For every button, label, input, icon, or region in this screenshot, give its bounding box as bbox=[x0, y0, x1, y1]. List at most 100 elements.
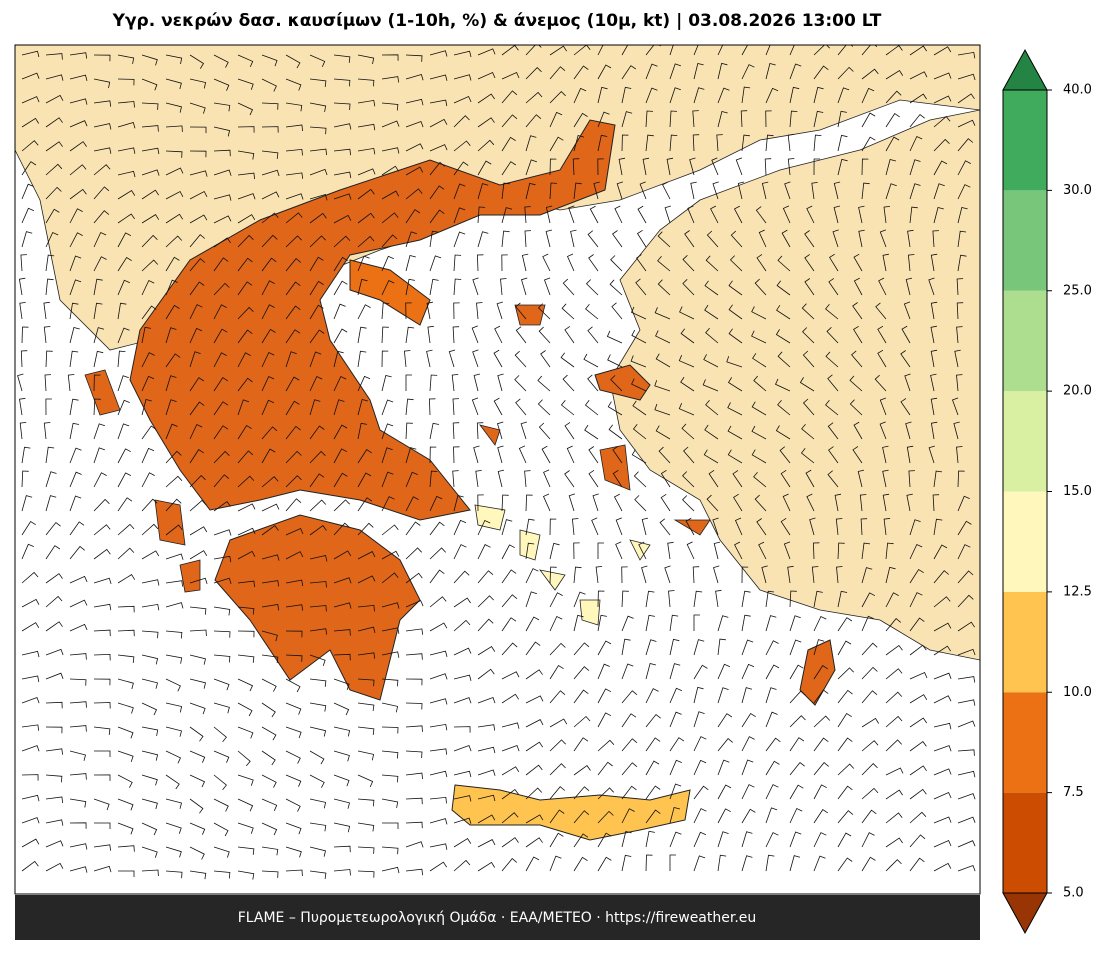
wind-barb bbox=[165, 475, 183, 488]
wind-barb bbox=[309, 399, 321, 416]
wind-barb bbox=[849, 399, 863, 416]
wind-barb bbox=[165, 304, 180, 320]
wind-barb bbox=[930, 349, 938, 368]
wind-barb bbox=[514, 350, 527, 368]
wind-barb bbox=[852, 446, 863, 464]
wind-barb bbox=[357, 726, 375, 735]
wind-barb bbox=[453, 570, 470, 584]
wind-barb bbox=[813, 832, 827, 848]
wind-barb bbox=[453, 544, 467, 560]
wind-barb bbox=[117, 497, 133, 512]
wind-barb bbox=[597, 134, 608, 152]
wind-barb bbox=[607, 401, 623, 416]
wind-barb bbox=[957, 864, 976, 872]
wind-barb bbox=[885, 715, 903, 728]
colorbar-tick-label: 10.0 bbox=[1063, 685, 1092, 700]
wind-barb bbox=[381, 702, 399, 713]
wind-barb bbox=[957, 648, 976, 656]
wind-barb bbox=[381, 627, 400, 634]
wind-barb bbox=[906, 493, 913, 512]
wind-barb bbox=[957, 184, 971, 200]
wind-barb bbox=[909, 45, 928, 56]
wind-barb bbox=[874, 374, 887, 392]
wind-barb bbox=[237, 54, 254, 68]
wind-barb bbox=[117, 189, 136, 200]
map bbox=[14, 44, 981, 895]
wind-barb bbox=[693, 785, 709, 800]
wind-barb bbox=[909, 159, 921, 176]
wind-barb bbox=[117, 750, 134, 763]
wind-barb bbox=[189, 78, 207, 89]
wind-barb bbox=[543, 277, 551, 296]
wind-barb bbox=[453, 254, 462, 272]
wind-barb bbox=[585, 303, 599, 320]
wind-barb bbox=[405, 398, 414, 416]
wind-barb bbox=[165, 375, 177, 392]
wind-barb bbox=[213, 194, 232, 201]
wind-barb bbox=[813, 665, 828, 680]
wind-barb bbox=[693, 45, 699, 56]
wind-barb bbox=[789, 639, 802, 656]
wind-barb bbox=[549, 136, 564, 152]
wind-barb bbox=[381, 846, 399, 855]
wind-barb bbox=[429, 569, 445, 584]
wind-barb bbox=[525, 591, 538, 608]
wind-barb bbox=[591, 517, 599, 536]
wind-barb bbox=[357, 212, 375, 224]
wind-barb bbox=[761, 565, 768, 584]
wind-barb bbox=[448, 349, 456, 368]
wind-barb bbox=[524, 230, 532, 248]
wind-barb bbox=[117, 774, 133, 788]
wind-barb bbox=[333, 678, 350, 691]
wind-barb bbox=[501, 519, 513, 536]
wind-barb bbox=[45, 621, 63, 632]
wind-barb bbox=[237, 846, 255, 855]
wind-barb bbox=[333, 280, 348, 296]
wind-barb bbox=[717, 45, 724, 56]
wind-barb bbox=[117, 472, 132, 488]
wind-barb bbox=[237, 702, 253, 717]
wind-barb bbox=[213, 870, 231, 879]
wind-barb bbox=[93, 210, 110, 224]
wind-barb bbox=[189, 846, 205, 860]
wind-barb bbox=[685, 517, 695, 536]
wind-barb bbox=[669, 110, 678, 128]
wind-barb bbox=[333, 193, 352, 200]
wind-barb bbox=[957, 520, 972, 536]
wind-barb bbox=[909, 206, 918, 224]
wind-barb bbox=[679, 306, 695, 320]
wind-barb bbox=[333, 123, 352, 130]
wind-barb bbox=[473, 445, 480, 464]
wind-barb bbox=[357, 399, 369, 416]
wind-barb bbox=[21, 207, 35, 224]
wind-barb bbox=[165, 78, 182, 90]
wind-barb bbox=[213, 702, 230, 714]
wind-barb bbox=[933, 816, 952, 824]
wind-barb bbox=[357, 522, 374, 536]
wind-barb bbox=[213, 774, 227, 791]
wind-barb bbox=[381, 602, 400, 609]
wind-barb bbox=[19, 422, 27, 440]
wind-barb bbox=[453, 495, 464, 512]
wind-barb bbox=[261, 126, 279, 133]
wind-barb bbox=[237, 678, 254, 692]
wind-barb bbox=[632, 424, 647, 440]
wind-barb bbox=[669, 807, 681, 824]
wind-barb bbox=[703, 354, 719, 368]
wind-barb bbox=[572, 158, 580, 176]
wind-barb bbox=[93, 147, 112, 154]
wind-barb bbox=[853, 253, 863, 272]
wind-barb bbox=[957, 621, 975, 632]
wind-barb bbox=[426, 349, 433, 368]
wind-barb bbox=[900, 350, 911, 368]
wind-barb bbox=[333, 328, 348, 344]
wind-barb bbox=[828, 278, 839, 296]
wind-barb bbox=[645, 663, 657, 680]
wind-barb bbox=[189, 401, 205, 416]
wind-barb bbox=[189, 449, 204, 464]
wind-barb bbox=[357, 798, 375, 807]
wind-barb bbox=[811, 566, 819, 584]
wind-barb bbox=[809, 517, 816, 536]
wind-barb bbox=[861, 136, 876, 152]
wind-barb bbox=[285, 148, 303, 156]
